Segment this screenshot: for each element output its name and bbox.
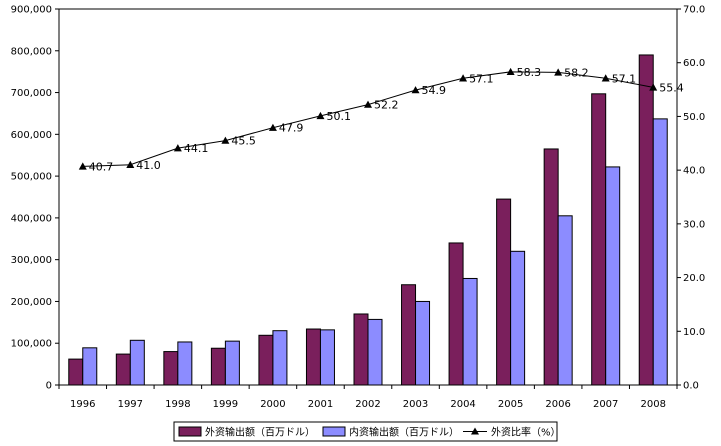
left-axis-tick-label: 0 [46, 381, 52, 392]
bar-domestic-export [605, 166, 621, 386]
line-data-label: 50.1 [326, 110, 351, 123]
bar-domestic-export [557, 215, 573, 386]
right-axis-tick-label: 0.0 [683, 381, 699, 392]
line-foreign-ratio [82, 71, 654, 167]
left-axis-tick-label: 100,000 [11, 339, 52, 350]
x-axis-tick-label: 2006 [545, 399, 570, 410]
x-axis-tick-label: 2007 [593, 399, 618, 410]
right-axis-tick-label: 40.0 [683, 166, 705, 177]
left-axis-tick-label: 300,000 [11, 255, 52, 266]
line-data-label: 58.2 [564, 66, 589, 79]
bars-layer [68, 54, 668, 386]
bar-foreign-export [638, 54, 654, 386]
line-marker-triangle [78, 162, 87, 170]
line-data-label: 41.0 [136, 159, 161, 172]
bar-domestic-export [367, 318, 383, 386]
bar-domestic-export [319, 329, 335, 386]
bar-domestic-export [415, 300, 431, 386]
bar-foreign-export [305, 328, 321, 386]
labels-layer: 40.7 41.0 44.1 45.5 47.9 50.1 52.2 54.9 57.1 58.3… [89, 66, 684, 174]
right-axis-tick-label: 50.0 [683, 112, 705, 123]
line-data-label: 57.1 [612, 72, 637, 85]
line-data-label: 54.9 [422, 84, 447, 97]
bar-domestic-export [272, 330, 288, 386]
bar-foreign-export [68, 358, 84, 386]
left-axis-tick-label: 500,000 [11, 172, 52, 183]
bar-foreign-export [591, 93, 607, 386]
bar-foreign-export [448, 242, 464, 386]
right-axis-tick-label: 70.0 [683, 5, 705, 16]
line-data-label: 44.1 [184, 142, 209, 155]
legend-swatch [322, 426, 346, 437]
x-axis-tick-label: 1999 [213, 399, 238, 410]
bar-foreign-export [401, 284, 417, 386]
x-axis-tick-label: 2008 [641, 399, 666, 410]
x-axis-tick-label: 1997 [118, 399, 143, 410]
bar-foreign-export [210, 347, 226, 386]
bar-foreign-export [115, 353, 131, 386]
x-axis-tick-label: 2003 [403, 399, 428, 410]
bar-domestic-export [82, 347, 98, 386]
x-axis-tick-label: 2004 [450, 399, 475, 410]
line-marker-triangle [173, 144, 182, 152]
right-axis-tick-label: 10.0 [683, 327, 705, 338]
line-marker-triangle [411, 86, 420, 94]
line-marker-triangle [459, 74, 468, 82]
x-axis-tick-label: 2005 [498, 399, 523, 410]
left-axis-tick-label: 700,000 [11, 88, 52, 99]
line-marker-triangle [649, 83, 658, 91]
line-marker-triangle [506, 67, 515, 76]
legend-marker-triangle [471, 427, 479, 435]
right-axis-tick-label: 60.0 [683, 58, 705, 69]
left-axis-tick-label: 800,000 [11, 46, 52, 57]
line-data-label: 45.5 [231, 135, 256, 148]
legend-label: 外资输出额（百万ドル） [205, 426, 315, 439]
bar-domestic-export [177, 341, 193, 386]
legend-label: 外资比率（%） [491, 426, 561, 439]
line-data-label: 52.2 [374, 99, 399, 112]
line-marker-triangle [268, 123, 277, 131]
bar-foreign-export [163, 351, 179, 386]
left-axis-tick-label: 900,000 [11, 5, 52, 16]
legend-swatch [178, 426, 202, 437]
x-axis-tick-label: 1996 [70, 399, 95, 410]
line-data-label: 55.4 [659, 81, 684, 94]
line-marker-triangle [316, 111, 325, 120]
line-layer [78, 67, 658, 170]
bar-domestic-export [462, 277, 478, 386]
legend-frame [173, 421, 558, 442]
bar-foreign-export [543, 148, 559, 386]
x-axis-tick-label: 1998 [165, 399, 190, 410]
bar-domestic-export [652, 118, 668, 386]
right-axis-tick-label: 20.0 [683, 273, 705, 284]
right-axis-tick-label: 30.0 [683, 219, 705, 230]
line-data-label: 47.9 [279, 122, 304, 135]
legend-label: 内资输出额（百万ドル） [349, 426, 459, 439]
left-axis-tick-label: 600,000 [11, 130, 52, 141]
bar-domestic-export [129, 339, 145, 386]
x-axis-tick-label: 2001 [308, 399, 333, 410]
x-axis-tick-label: 2002 [355, 399, 380, 410]
line-data-label: 57.1 [469, 72, 494, 85]
line-marker-triangle [554, 68, 563, 76]
line-marker-triangle [221, 136, 230, 144]
line-marker-triangle [601, 74, 610, 82]
left-axis-tick-label: 400,000 [11, 213, 52, 224]
line-marker-triangle [126, 160, 135, 168]
line-data-label: 40.7 [89, 160, 114, 173]
line-data-label: 58.3 [517, 66, 542, 79]
bar-foreign-export [353, 313, 369, 386]
x-axis-tick-label: 2000 [260, 399, 285, 410]
line-marker-triangle [364, 100, 372, 108]
bar-foreign-export [258, 334, 274, 386]
legend: 外资输出额（百万ドル） 内资输出额（百万ドル） 外资比率（%） [173, 421, 561, 442]
bar-domestic-export [224, 340, 240, 386]
bar-foreign-export [496, 198, 512, 386]
left-axis-tick-label: 200,000 [11, 297, 52, 308]
bar-domestic-export [510, 250, 526, 386]
